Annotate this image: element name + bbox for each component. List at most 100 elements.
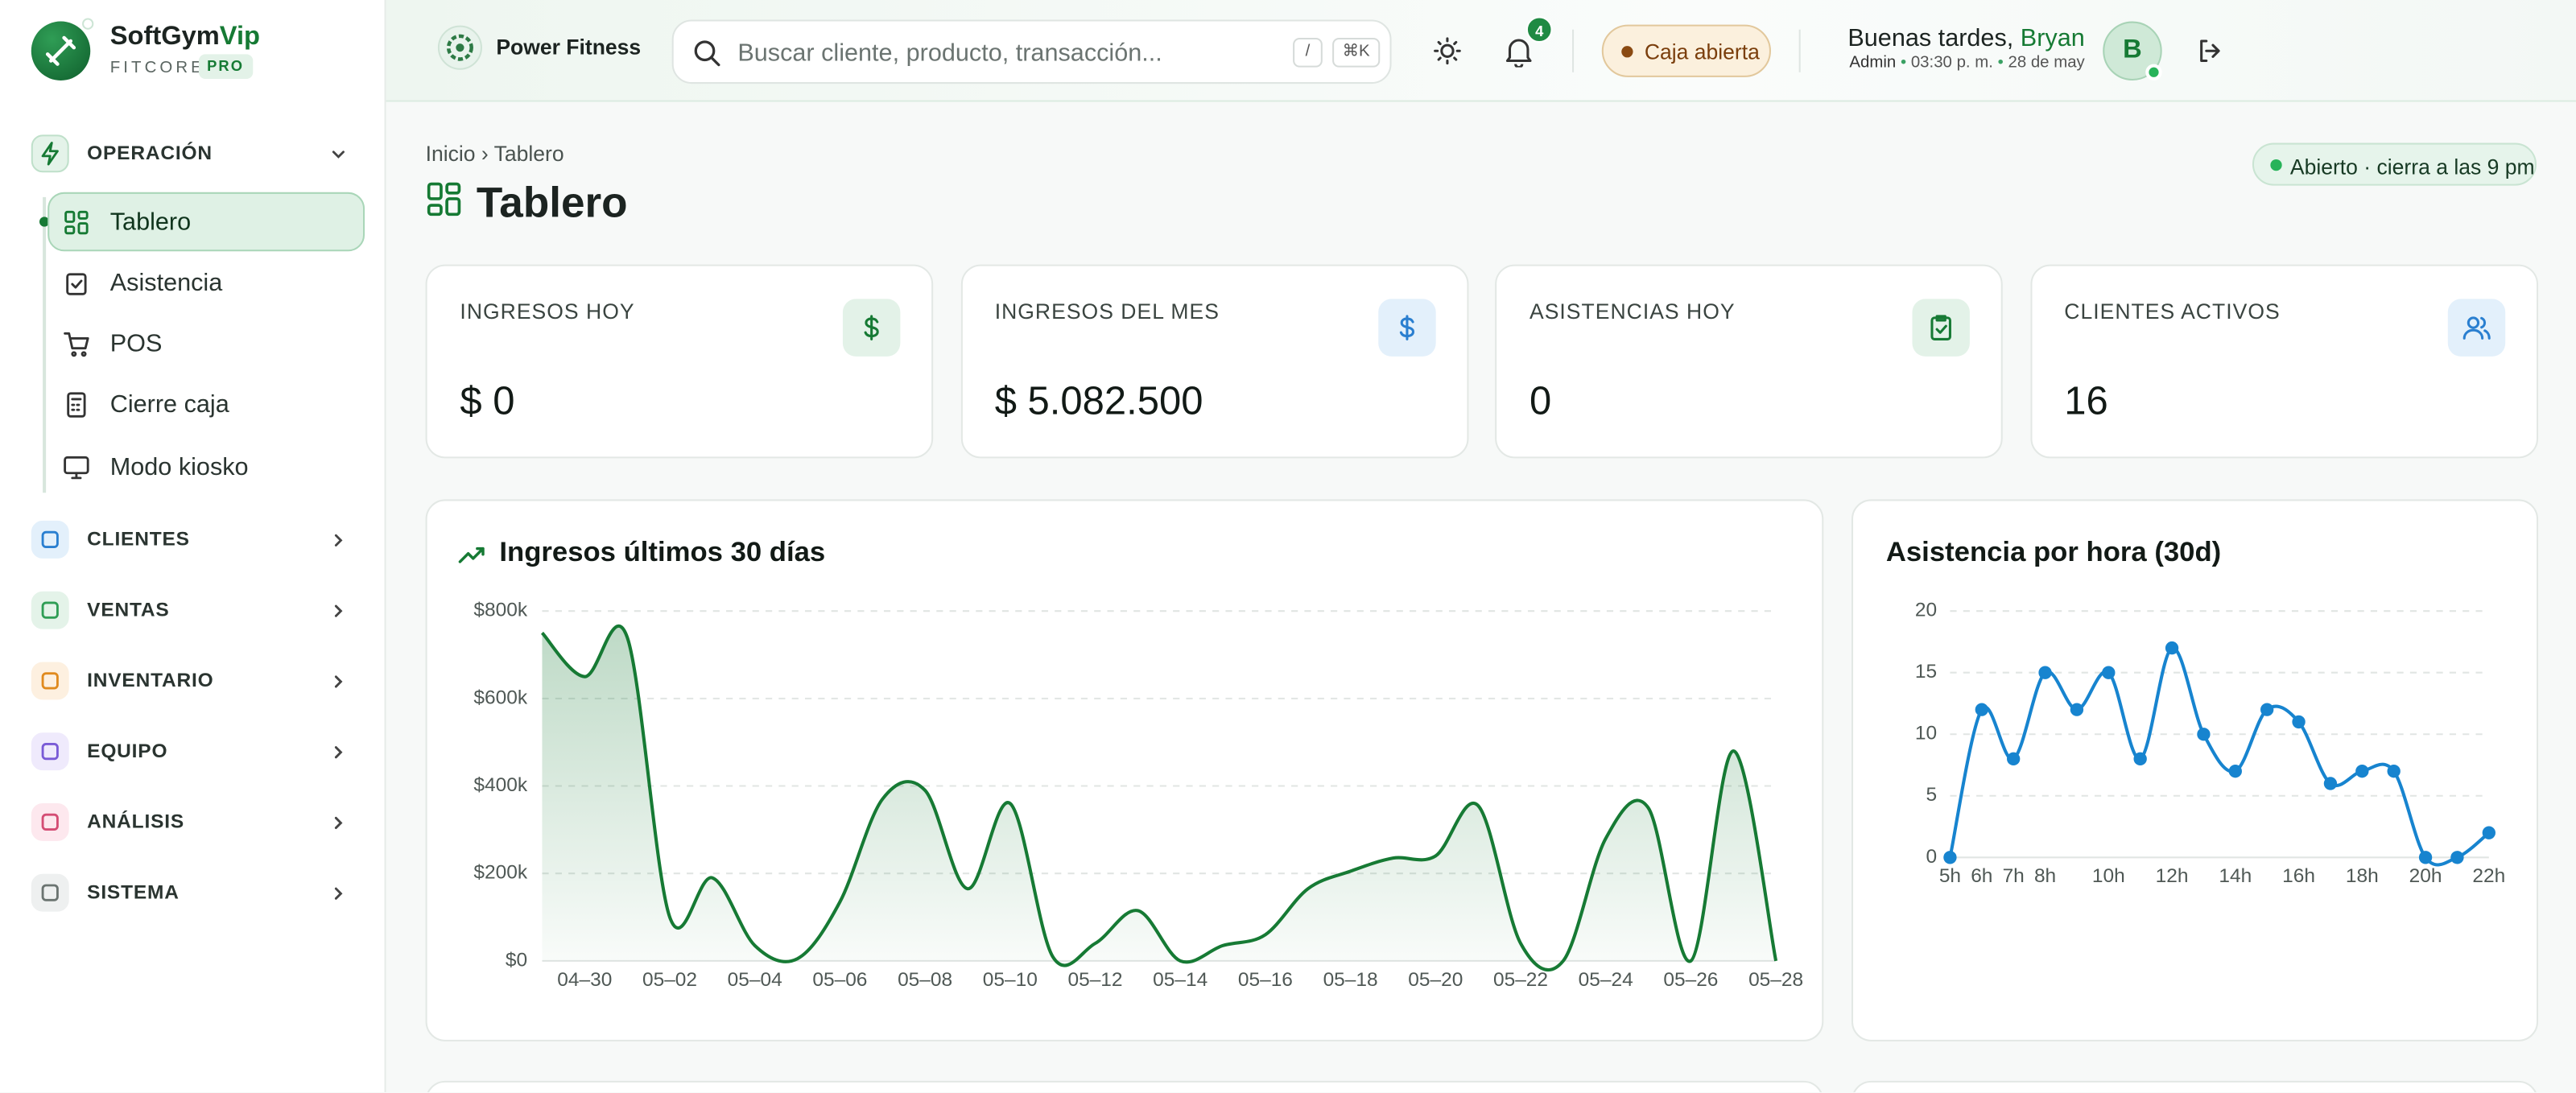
revenue-card: Ingresos últimos 30 días $0 $200k $400k $600… [425, 499, 1824, 1041]
chevron [328, 600, 348, 619]
nav-item-active [47, 192, 365, 252]
chart-title: Ingresos últimos 30 días [499, 537, 825, 567]
logo [31, 21, 91, 80]
brand-accent: Vip [219, 23, 261, 52]
point [1943, 851, 1957, 864]
nav-group-label: OPERACIÓN [87, 141, 213, 165]
x-tick-label: 22h [2472, 865, 2505, 887]
nav-group-icon [31, 802, 69, 841]
x-tick-label: 04–30 [557, 969, 612, 991]
time: 03:30 p. m. [1910, 54, 1993, 72]
page-title: Tablero [476, 177, 628, 227]
point [2355, 764, 2369, 778]
line [1948, 646, 2491, 867]
area [542, 625, 1777, 971]
x-tick-label: 05–22 [1493, 969, 1548, 991]
header: Power Fitness Buscar cliente, producto, … [386, 0, 2576, 102]
kpi-card: ASISTENCIAS HOY 0 [1495, 264, 2003, 459]
divider [1798, 29, 1801, 72]
role: Admin [1849, 54, 1897, 72]
brand: SoftGymVip [110, 23, 261, 52]
y-tick-label: 20 [1915, 600, 1937, 621]
greeting: Buenas tardes, Bryan [1757, 24, 2085, 53]
kpi-value: 16 [2064, 379, 2108, 424]
key: / [1293, 37, 1323, 68]
kpi-icon [2446, 299, 2505, 357]
x-tick-label: 10h [2092, 865, 2125, 887]
nav-item: Asistencia [109, 269, 223, 297]
kpi-label: INGRESOS HOY [460, 299, 635, 324]
notification-badge: 4 [1525, 16, 1553, 43]
x-tick-label: 05–08 [898, 969, 952, 991]
point [2387, 764, 2401, 778]
cash-label: Caja abierta [1644, 39, 1760, 64]
card [1851, 1080, 2539, 1093]
point [2133, 752, 2147, 766]
kpi-icon [1377, 299, 1435, 357]
search[interactable]: Buscar cliente, producto, transacción...… [671, 19, 1392, 85]
attendance-card: Asistencia por hora (30d) 0 5 10 15 20 5h 6h 7h 8… [1851, 499, 2539, 1041]
y-tick-label: $200k [473, 862, 527, 884]
point [2260, 703, 2274, 716]
nav-item: Modo kiosko [109, 452, 249, 481]
x-tick-label: 05–26 [1663, 969, 1718, 991]
x-tick-label: 14h [2219, 865, 2252, 887]
x-tick-label: 7h [2003, 865, 2025, 887]
cash-status[interactable]: Caja abierta [1601, 24, 1771, 77]
kpi-card: CLIENTES ACTIVOS 16 [2029, 264, 2538, 459]
chevron [328, 670, 348, 690]
nav-group-label: CLIENTES [87, 527, 190, 551]
point [2102, 666, 2116, 679]
x-tick-label: 05–16 [1238, 969, 1293, 991]
chevron [328, 882, 348, 901]
point [1975, 703, 1988, 716]
nav-item-icon [63, 208, 91, 236]
user-name: Bryan [2020, 24, 2085, 53]
point [2450, 851, 2464, 864]
nav-group-icon [31, 662, 69, 700]
x-tick-label: 20h [2409, 865, 2442, 887]
nav-group-label: ANÁLISIS [87, 810, 185, 833]
point [2007, 752, 2021, 766]
nav-item: Cierre caja [109, 391, 229, 420]
theme-toggle[interactable] [1433, 36, 1463, 66]
point [2038, 666, 2052, 679]
nav-group-icon [31, 873, 69, 912]
kpi-label: CLIENTES ACTIVOS [2064, 299, 2281, 324]
y-tick-label: 0 [1926, 846, 1937, 868]
chevron [328, 811, 348, 831]
badge: PRO [198, 54, 253, 79]
kpi-value: 0 [1529, 379, 1552, 424]
nav-group-icon [31, 591, 69, 629]
search-placeholder: Buscar cliente, producto, transacción... [737, 39, 1162, 68]
x-tick-label: 05–18 [1323, 969, 1378, 991]
greeting-text: Buenas tardes, [1847, 24, 2014, 53]
chevron [328, 740, 348, 760]
point [2197, 728, 2211, 741]
logout[interactable] [2197, 38, 2223, 64]
breadcrumb: Inicio › Tablero [425, 141, 564, 167]
x-tick-label: 12h [2156, 865, 2189, 887]
brand-sub: FITCORE [109, 59, 205, 77]
nav-item-icon [63, 453, 91, 481]
divider [1572, 29, 1575, 72]
point [2418, 851, 2433, 864]
status-pill: Abierto · cierra a las 9 pm [2252, 142, 2537, 186]
point [2228, 764, 2242, 778]
chart-title: Asistencia por hora (30d) [1886, 537, 2221, 567]
nav-rail-dot [39, 217, 50, 227]
nav-group-icon [31, 732, 69, 771]
gym-logo [437, 25, 482, 70]
nav-item-icon [63, 330, 91, 358]
status-text: Abierto · cierra a las 9 pm [2289, 154, 2535, 179]
x-tick-label: 6h [1971, 865, 1992, 887]
nav-group-icon [31, 134, 69, 173]
x-tick-label: 05–14 [1153, 969, 1208, 991]
sidebar: SoftGymVip FITCORE PRO OPERACIÓN Tablero A… [0, 0, 386, 1093]
point [2292, 715, 2306, 729]
x-tick-label: 05–02 [642, 969, 697, 991]
notifications[interactable] [1503, 35, 1534, 68]
y-tick-label: 15 [1915, 661, 1937, 683]
nav-group-label: SISTEMA [87, 880, 180, 904]
nav-rail [43, 196, 47, 493]
